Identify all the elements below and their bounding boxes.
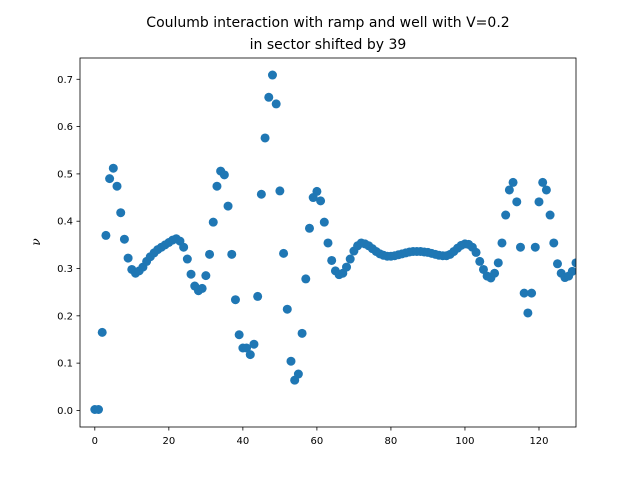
x-tick-label: 0 xyxy=(92,436,98,447)
y-tick-label: 0.6 xyxy=(57,122,73,133)
data-point xyxy=(101,230,111,240)
data-point xyxy=(286,356,296,366)
data-point xyxy=(271,99,281,109)
x-tick-label: 80 xyxy=(385,436,398,447)
data-point xyxy=(552,259,562,269)
data-point xyxy=(179,242,189,252)
data-point xyxy=(212,181,222,191)
y-tick-label: 0.4 xyxy=(57,217,73,228)
data-point xyxy=(264,92,274,102)
x-tick-label: 60 xyxy=(311,436,324,447)
x-tick-label: 40 xyxy=(236,436,249,447)
data-point xyxy=(490,268,500,278)
data-point xyxy=(205,249,215,259)
data-point xyxy=(342,262,352,272)
data-point xyxy=(97,327,107,337)
data-point xyxy=(94,405,104,414)
data-point xyxy=(519,288,529,298)
data-point xyxy=(475,256,485,266)
data-point xyxy=(478,264,488,274)
data-point xyxy=(527,288,537,298)
data-point xyxy=(301,274,311,284)
y-tick-label: 0.3 xyxy=(57,264,73,275)
data-point xyxy=(108,163,118,173)
data-point xyxy=(312,186,322,196)
chart-title-line-2: in sector shifted by 39 xyxy=(250,37,407,53)
data-point xyxy=(260,133,270,143)
x-tick-label: 120 xyxy=(529,436,548,447)
data-point xyxy=(534,197,544,207)
y-axis: 0.0 0.1 0.2 0.3 0.4 0.5 0.6 0.7 xyxy=(57,75,80,417)
data-point xyxy=(345,254,355,264)
data-point xyxy=(327,255,337,265)
data-point xyxy=(515,242,525,252)
data-point xyxy=(227,249,237,259)
data-point xyxy=(323,238,333,248)
data-point xyxy=(304,223,314,233)
data-point xyxy=(105,174,115,184)
y-tick-label: 0.2 xyxy=(57,311,73,322)
data-point xyxy=(256,189,266,199)
data-point xyxy=(112,181,122,191)
data-point xyxy=(545,210,555,220)
data-point xyxy=(275,186,285,196)
data-point xyxy=(182,254,192,264)
y-axis-label: ν xyxy=(29,238,43,245)
data-point xyxy=(219,170,229,180)
x-tick-label: 100 xyxy=(455,436,474,447)
data-point xyxy=(279,248,289,258)
data-point xyxy=(197,283,207,293)
data-point xyxy=(230,295,240,305)
data-point xyxy=(538,177,548,187)
data-point xyxy=(530,242,540,252)
data-point xyxy=(567,266,576,276)
data-point xyxy=(319,217,329,227)
data-point xyxy=(186,269,196,279)
data-point xyxy=(493,258,503,268)
data-point xyxy=(119,234,129,244)
data-point xyxy=(282,304,292,314)
chart-title-line-1: Coulumb interaction with ramp and well w… xyxy=(146,15,509,31)
data-point xyxy=(234,330,244,340)
data-point xyxy=(508,177,518,187)
data-point xyxy=(316,196,326,206)
plot-frame xyxy=(79,57,577,428)
y-tick-label: 0.5 xyxy=(57,169,73,180)
data-point xyxy=(253,291,263,301)
data-point xyxy=(512,197,522,207)
data-point xyxy=(245,350,255,360)
y-tick-label: 0.7 xyxy=(57,75,73,86)
data-point xyxy=(471,247,481,257)
data-point xyxy=(242,343,252,353)
scatter-points xyxy=(90,70,576,414)
y-tick-label: 0.0 xyxy=(57,406,73,417)
x-axis: 0 20 40 60 80 100 120 xyxy=(92,427,549,447)
data-point xyxy=(123,253,133,263)
data-point xyxy=(293,369,303,379)
data-point xyxy=(504,185,514,195)
data-point xyxy=(501,210,511,220)
data-point xyxy=(523,308,533,318)
data-point xyxy=(208,217,218,227)
data-point xyxy=(249,339,259,349)
data-point xyxy=(201,271,211,281)
data-point xyxy=(571,258,576,268)
data-point xyxy=(116,208,126,218)
x-tick-label: 20 xyxy=(162,436,175,447)
data-point xyxy=(541,185,551,195)
y-tick-label: 0.1 xyxy=(57,359,73,370)
data-point xyxy=(497,238,507,248)
data-point xyxy=(267,70,277,80)
data-point xyxy=(297,328,307,338)
data-point xyxy=(549,238,559,248)
data-point xyxy=(223,201,233,211)
